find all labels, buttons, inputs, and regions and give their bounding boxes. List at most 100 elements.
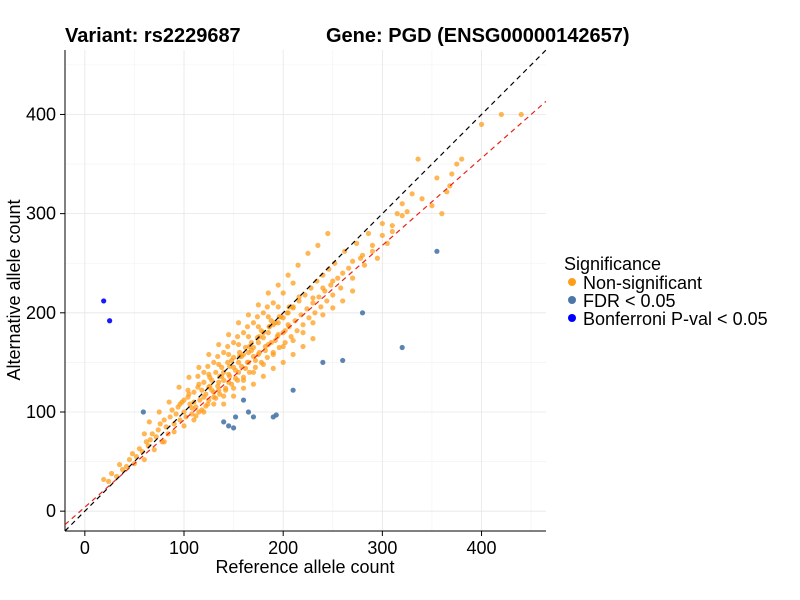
point-fdr (273, 412, 279, 418)
point-non-significant (229, 357, 235, 364)
point-non-significant (183, 414, 189, 420)
point-non-significant (374, 255, 381, 261)
point-non-significant (252, 357, 259, 364)
point-non-significant (330, 292, 336, 298)
point-non-significant (173, 411, 179, 417)
point-non-significant (389, 228, 395, 235)
point-non-significant (340, 270, 346, 276)
point-bonferroni (107, 318, 113, 324)
point-non-significant (213, 395, 219, 401)
variant-title: Variant: rs2229687 (65, 25, 241, 47)
point-non-significant (216, 387, 222, 393)
point-non-significant (254, 314, 260, 320)
point-non-significant (449, 171, 455, 177)
point-non-significant (439, 211, 445, 217)
point-non-significant (149, 431, 155, 437)
point-non-significant (415, 156, 421, 162)
point-non-significant (196, 364, 202, 370)
point-non-significant (320, 312, 326, 318)
point-non-significant (141, 456, 147, 463)
legend-swatch-fdr (568, 296, 576, 304)
point-non-significant (296, 298, 302, 304)
point-non-significant (518, 111, 524, 118)
point-non-significant (310, 295, 316, 301)
point-non-significant (324, 298, 330, 304)
point-non-significant (211, 389, 217, 395)
point-non-significant (216, 341, 222, 348)
y-axis-title: Alternative allele count (4, 199, 24, 380)
point-non-significant (226, 371, 232, 377)
point-non-significant (205, 363, 211, 369)
legend-swatch-bonferroni (568, 314, 576, 322)
point-non-significant (369, 242, 376, 248)
point-non-significant (270, 322, 276, 328)
point-non-significant (191, 389, 197, 395)
point-non-significant (211, 401, 217, 407)
point-non-significant (290, 305, 296, 311)
point-non-significant (250, 369, 257, 375)
point-non-significant (300, 322, 306, 328)
point-non-significant (196, 409, 202, 415)
point-non-significant (265, 290, 271, 296)
point-non-significant (147, 437, 153, 443)
point-non-significant (240, 377, 247, 383)
point-non-significant (275, 304, 281, 310)
legend: Significance Non-significant FDR < 0.05 … (564, 254, 768, 329)
point-non-significant (226, 332, 232, 338)
point-non-significant (306, 315, 312, 321)
legend-label-non-significant: Non-significant (583, 273, 702, 293)
point-non-significant (478, 121, 485, 127)
point-non-significant (181, 397, 187, 403)
point-non-significant (285, 322, 291, 328)
point-non-significant (434, 175, 440, 181)
point-fdr (434, 248, 440, 254)
point-non-significant (191, 417, 197, 423)
point-non-significant (276, 344, 282, 351)
point-non-significant (193, 404, 199, 410)
legend-title: Significance (564, 254, 661, 274)
point-non-significant (221, 349, 227, 356)
point-fdr (250, 414, 257, 420)
x-axis-ticks: 0 100 200 300 400 (80, 531, 497, 558)
point-non-significant (196, 381, 202, 387)
point-non-significant (300, 330, 306, 336)
point-non-significant (260, 310, 266, 316)
point-non-significant (359, 252, 366, 258)
point-non-significant (166, 399, 172, 405)
fit-line (65, 100, 546, 526)
point-non-significant (300, 343, 306, 350)
point-non-significant (264, 304, 270, 310)
point-non-significant (270, 300, 276, 306)
point-non-significant (177, 417, 183, 423)
point-non-significant (295, 262, 301, 268)
point-non-significant (232, 375, 239, 381)
point-non-significant (290, 280, 296, 286)
point-non-significant (221, 401, 227, 407)
point-fdr (359, 310, 366, 316)
point-non-significant (181, 423, 187, 429)
point-non-significant (260, 335, 266, 341)
point-non-significant (399, 213, 405, 219)
point-non-significant (206, 371, 212, 377)
point-non-significant (225, 359, 231, 366)
point-non-significant (280, 359, 286, 366)
point-non-significant (101, 476, 107, 483)
point-non-significant (296, 294, 302, 300)
point-non-significant (292, 318, 298, 324)
point-non-significant (230, 339, 237, 346)
y-axis-ticks: 0 100 200 300 400 (26, 104, 65, 521)
y-tick-label: 0 (46, 501, 56, 521)
point-non-significant (399, 201, 405, 207)
point-non-significant (201, 369, 207, 375)
x-tick-label: 100 (169, 538, 199, 558)
point-non-significant (216, 379, 222, 385)
point-non-significant (236, 349, 243, 356)
point-non-significant (123, 463, 130, 470)
point-non-significant (255, 339, 261, 346)
point-non-significant (325, 230, 331, 237)
point-non-significant (240, 330, 247, 336)
point-non-significant (268, 318, 274, 324)
point-non-significant (203, 403, 209, 409)
legend-label-bonferroni: Bonferroni P-val < 0.05 (583, 309, 768, 329)
point-non-significant (187, 401, 193, 407)
